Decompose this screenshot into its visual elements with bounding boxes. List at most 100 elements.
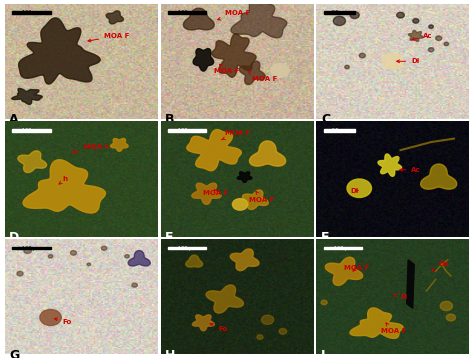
Polygon shape — [397, 12, 404, 18]
Text: 100 μm: 100 μm — [334, 246, 353, 251]
Text: h: h — [59, 176, 68, 184]
Polygon shape — [18, 151, 46, 173]
Text: 100 μm: 100 μm — [178, 246, 197, 251]
Polygon shape — [110, 139, 128, 151]
Text: A: A — [9, 113, 19, 126]
Text: H: H — [165, 349, 175, 358]
Polygon shape — [24, 248, 31, 253]
Text: Fi: Fi — [394, 294, 408, 300]
Text: 100 μm: 100 μm — [22, 10, 41, 15]
Polygon shape — [237, 172, 252, 183]
Polygon shape — [428, 48, 434, 52]
Polygon shape — [333, 16, 346, 25]
Text: 50 μm: 50 μm — [331, 128, 347, 133]
Polygon shape — [183, 8, 214, 30]
Polygon shape — [231, 0, 287, 38]
FancyBboxPatch shape — [324, 129, 355, 132]
Polygon shape — [249, 141, 286, 166]
Polygon shape — [17, 271, 23, 276]
Polygon shape — [436, 36, 442, 40]
Polygon shape — [48, 255, 53, 258]
Polygon shape — [409, 30, 423, 42]
Polygon shape — [257, 335, 263, 339]
Polygon shape — [429, 25, 433, 28]
Text: 50 μm: 50 μm — [331, 10, 347, 15]
Polygon shape — [71, 251, 77, 255]
FancyBboxPatch shape — [168, 11, 207, 14]
FancyBboxPatch shape — [12, 11, 51, 14]
Polygon shape — [378, 154, 401, 176]
Polygon shape — [193, 49, 214, 71]
FancyBboxPatch shape — [324, 11, 355, 14]
Polygon shape — [125, 255, 129, 258]
Polygon shape — [325, 257, 363, 285]
Text: C: C — [321, 113, 330, 126]
FancyBboxPatch shape — [12, 247, 51, 250]
Polygon shape — [192, 183, 221, 204]
Text: 100 μm: 100 μm — [178, 10, 197, 15]
Polygon shape — [413, 19, 419, 23]
Polygon shape — [420, 164, 457, 189]
Polygon shape — [192, 315, 214, 331]
Polygon shape — [132, 283, 137, 287]
Text: 100 μm: 100 μm — [22, 128, 41, 133]
Polygon shape — [12, 88, 42, 105]
Text: Fo: Fo — [55, 318, 72, 325]
Polygon shape — [242, 190, 268, 209]
Text: B: B — [165, 113, 175, 126]
Text: MOA F: MOA F — [381, 323, 406, 334]
Polygon shape — [230, 249, 259, 271]
Circle shape — [271, 64, 289, 77]
Text: MOA F: MOA F — [218, 10, 250, 20]
Polygon shape — [359, 53, 365, 58]
Polygon shape — [18, 18, 100, 84]
FancyBboxPatch shape — [168, 129, 207, 132]
Text: MOA F: MOA F — [88, 33, 129, 42]
Text: 100 μm: 100 μm — [22, 246, 41, 251]
Polygon shape — [345, 65, 349, 69]
Polygon shape — [262, 315, 273, 324]
Polygon shape — [407, 260, 414, 308]
FancyBboxPatch shape — [12, 129, 51, 132]
FancyBboxPatch shape — [324, 247, 362, 250]
FancyBboxPatch shape — [168, 247, 207, 250]
Polygon shape — [128, 251, 150, 266]
Polygon shape — [212, 34, 256, 77]
Polygon shape — [87, 263, 91, 266]
Circle shape — [347, 179, 372, 198]
Polygon shape — [23, 160, 106, 213]
Text: MOA F: MOA F — [344, 265, 369, 271]
Polygon shape — [187, 130, 241, 171]
Text: Do: Do — [432, 261, 449, 271]
Text: E: E — [165, 231, 173, 244]
Polygon shape — [444, 42, 448, 46]
Polygon shape — [106, 11, 123, 24]
Text: Ac: Ac — [412, 33, 433, 40]
Polygon shape — [101, 246, 107, 250]
Text: Fo: Fo — [210, 323, 228, 332]
Text: I: I — [321, 349, 326, 358]
Text: Di: Di — [350, 188, 358, 194]
Polygon shape — [279, 328, 287, 334]
Polygon shape — [321, 300, 327, 305]
Circle shape — [382, 53, 403, 69]
Text: Di: Di — [397, 58, 419, 64]
Polygon shape — [350, 12, 359, 19]
Polygon shape — [440, 301, 453, 310]
Text: D: D — [9, 231, 19, 244]
Text: MOA F: MOA F — [249, 191, 274, 203]
Text: F: F — [321, 231, 329, 244]
Polygon shape — [350, 308, 403, 338]
Text: G: G — [9, 349, 19, 358]
Text: 100 μm: 100 μm — [178, 128, 197, 133]
Polygon shape — [447, 314, 456, 321]
Text: MOA F: MOA F — [221, 130, 250, 140]
Circle shape — [40, 309, 61, 325]
Text: MOA F: MOA F — [73, 144, 109, 153]
Polygon shape — [239, 61, 265, 84]
Text: MOA F: MOA F — [248, 72, 278, 82]
Text: MOA F: MOA F — [214, 64, 239, 73]
Circle shape — [232, 199, 248, 210]
Text: MOA F: MOA F — [203, 189, 229, 196]
Text: Ac: Ac — [400, 167, 421, 173]
